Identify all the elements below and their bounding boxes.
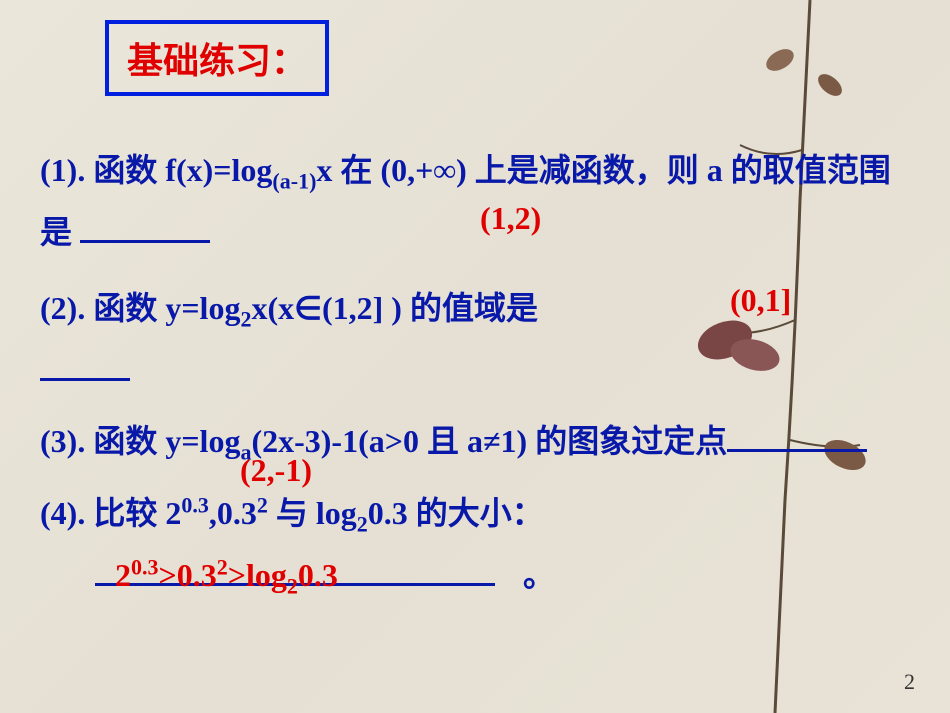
p2-mid2: (1,2] ) 的值域是 xyxy=(322,290,538,326)
p4-sub1: 2 xyxy=(357,512,368,537)
p2-prefix: (2). 函数 y=log xyxy=(40,290,240,326)
p4-mid3: 0.3 的大小： xyxy=(368,495,544,531)
p2-blank xyxy=(40,351,130,381)
title-box: 基础练习： xyxy=(105,20,329,96)
content-area: (1). 函数 f(x)=log(a-1)x 在 (0,+∞) 上是减函数，则 … xyxy=(40,140,910,616)
p3-blank xyxy=(727,422,867,452)
p3-mid: (2x-3)-1(a>0 且 a≠1) 的图象过定点 xyxy=(251,423,727,459)
title-text: 基础练习： xyxy=(127,41,307,81)
p4-period: 。 xyxy=(523,557,555,593)
p2-mid1: x(x xyxy=(251,290,294,326)
p2-sub: 2 xyxy=(240,306,251,331)
problem-1: (1). 函数 f(x)=log(a-1)x 在 (0,+∞) 上是减函数，则 … xyxy=(40,140,910,263)
p4-sup1: 0.3 xyxy=(181,493,209,518)
page-number: 2 xyxy=(904,669,915,695)
p2-answer: (0,1] xyxy=(730,270,791,331)
p4-answer: 20.3>0.32>log20.3 xyxy=(115,545,338,607)
p2-elem: ∈ xyxy=(294,290,322,326)
problem-3: (3). 函数 y=loga(2x-3)-1(a>0 且 a≠1) 的图象过定点… xyxy=(40,411,910,473)
problem-2: (2). 函数 y=log2x(x∈(1,2] ) 的值域是 (0,1] xyxy=(40,278,910,401)
p1-text: (1). 函数 f(x)=log xyxy=(40,152,272,188)
problem-4: (4). 比较 20.3,0.32 与 log20.3 的大小： 。 20.3>… xyxy=(40,483,910,606)
p1-blank xyxy=(80,213,210,243)
p4-prefix: (4). 比较 2 xyxy=(40,495,181,531)
p4-mid1: ,0.3 xyxy=(209,495,257,531)
p1-answer: (1,2) xyxy=(480,188,541,249)
p1-sub: (a-1) xyxy=(272,168,316,193)
p4-mid2: 与 log xyxy=(268,495,357,531)
p3-prefix: (3). 函数 y=log xyxy=(40,423,240,459)
p4-sup2: 2 xyxy=(257,493,268,518)
